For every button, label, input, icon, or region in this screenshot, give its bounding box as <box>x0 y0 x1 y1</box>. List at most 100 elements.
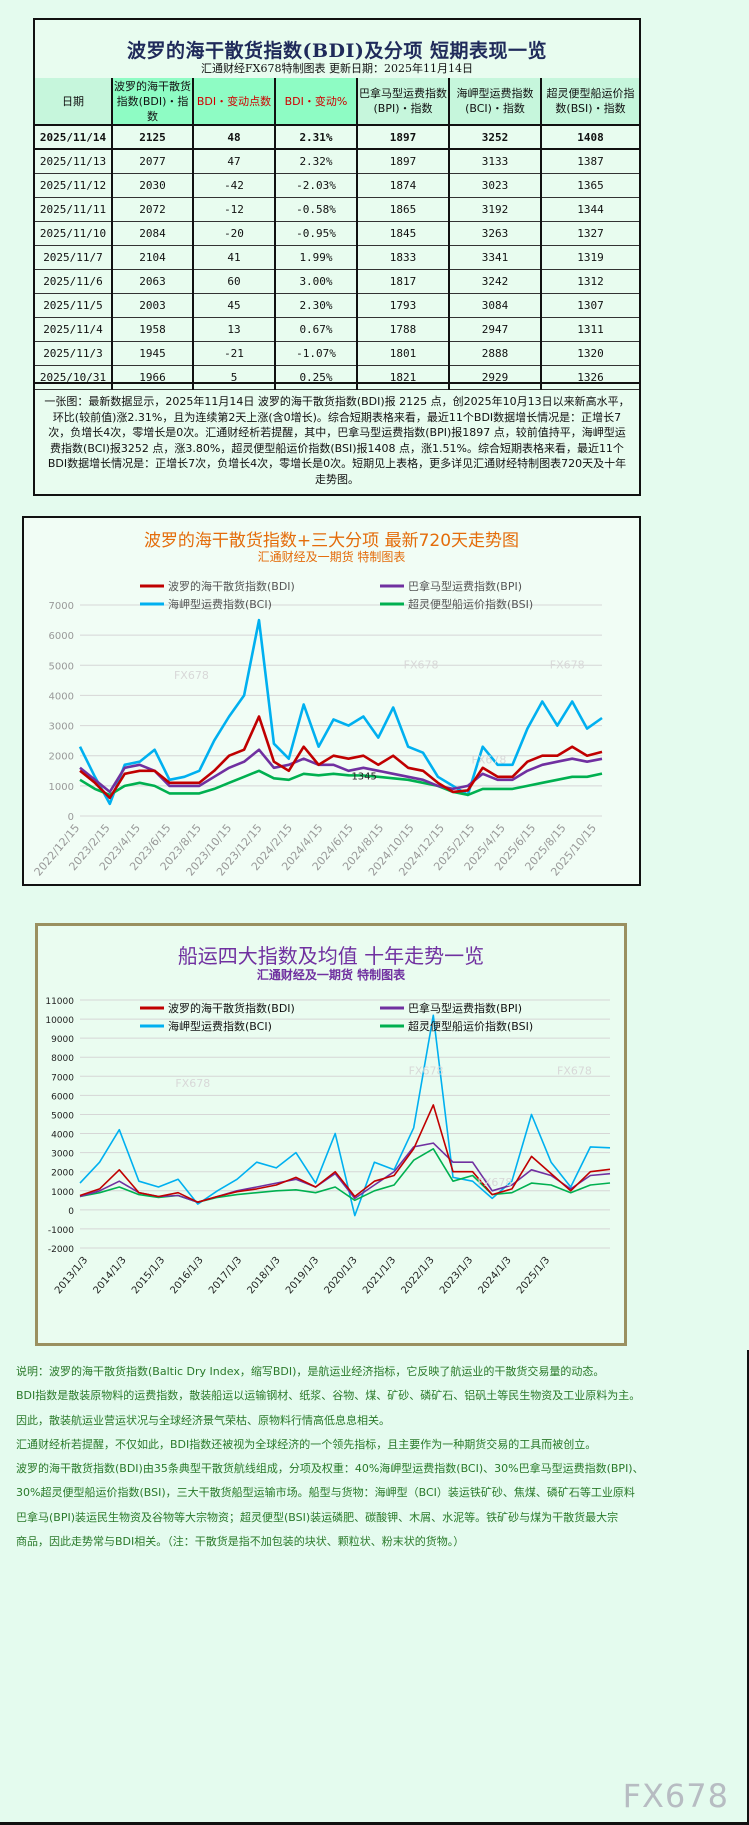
column-header: 巴拿马型运费指数(BPI)・指数 <box>357 78 450 126</box>
table-cell: 2084 <box>112 221 194 246</box>
x-tick-label: 2021/1/3 <box>361 1255 398 1296</box>
table-row: 2025/10/31 1966 5 0.25% 1821 2929 1326 <box>35 365 639 390</box>
table-cell: 1408 <box>541 125 639 150</box>
note-line: 说明：波罗的海干散货指数(Baltic Dry Index，缩写BDI)，是航运… <box>16 1365 605 1378</box>
table-cell: 2104 <box>112 245 194 270</box>
y-tick-label: 0 <box>68 1207 74 1217</box>
table-cell: 2025/11/5 <box>35 293 113 318</box>
legend-label: 超灵便型船运价指数(BSI) <box>408 597 533 611</box>
table-cell: 5 <box>193 365 276 390</box>
column-header: BDI・变动% <box>275 78 358 126</box>
table-cell: 1793 <box>357 293 450 318</box>
series-line-bdi <box>79 715 603 800</box>
fx678-watermark: FX678 <box>550 658 585 671</box>
y-tick-label: 3000 <box>49 722 74 733</box>
legend-label: 波罗的海干散货指数(BDI) <box>168 1001 295 1015</box>
table-cell: 1865 <box>357 197 450 222</box>
chart2-subtitle: 汇通财经及一期货 特制图表 <box>256 968 406 982</box>
table-cell: 1311 <box>541 317 639 342</box>
legend-label: 海岬型运费指数(BCI) <box>168 597 272 611</box>
table-cell: 1326 <box>541 365 639 390</box>
table-cell: 3023 <box>449 173 542 198</box>
fx678-watermark: FX678 <box>174 669 209 682</box>
table-subtitle: 汇通财经FX678特制图表 更新日期：2025年11月14日 <box>201 62 473 75</box>
table-cell: 2025/11/12 <box>35 173 113 198</box>
table-cell: 2.31% <box>275 125 358 150</box>
series-line-bsi <box>79 769 603 797</box>
table-cell: 0.67% <box>275 317 358 342</box>
table-cell: 2.32% <box>275 149 358 174</box>
legend-label: 波罗的海干散货指数(BDI) <box>168 579 295 593</box>
fx678-watermark: FX678 <box>478 1176 513 1189</box>
series-line-bpi <box>79 1142 611 1204</box>
table-cell: -1.07% <box>275 341 358 366</box>
y-tick-label: 6000 <box>51 1092 74 1102</box>
note-line: BDI指数是散装原物料的运费指数，散装船运以运输钢材、纸浆、谷物、煤、矿砂、磷矿… <box>16 1389 641 1403</box>
fx678-watermark: FX678 <box>175 1077 210 1090</box>
table-cell: 1365 <box>541 173 639 198</box>
x-tick-label: 2015/1/3 <box>130 1255 167 1296</box>
series-line-bci <box>78 618 603 806</box>
x-tick-label: 2019/1/3 <box>284 1255 321 1296</box>
table-cell: 2077 <box>112 149 194 174</box>
table-cell: 1897 <box>357 149 450 174</box>
table-row: 2025/11/14 2125 48 2.31% 1897 3252 1408 <box>35 125 639 150</box>
table-row: 2025/11/10 2084 -20 -0.95% 1845 3263 1327 <box>35 221 639 246</box>
table-cell: 1958 <box>112 317 194 342</box>
column-header: 超灵便型船运价指数(BSI)・指数 <box>541 78 639 126</box>
table-row: 2025/11/12 2030 -42 -2.03% 1874 3023 1365 <box>35 173 639 198</box>
y-tick-label: 6000 <box>49 631 74 642</box>
bdi-table: 日期 波罗的海干散货指数(BDI)・指数 BDI・变动点数 BDI・变动% 巴拿马型运费… <box>35 78 639 390</box>
table-cell: 1788 <box>357 317 450 342</box>
y-tick-label: 7000 <box>49 601 74 612</box>
table-cell: 1307 <box>541 293 639 318</box>
table-cell: 2003 <box>112 293 194 318</box>
y-tick-label: 5000 <box>49 661 74 672</box>
table-cell: 3252 <box>449 125 542 150</box>
x-tick-label: 2022/1/3 <box>399 1255 436 1296</box>
table-cell: 1817 <box>357 269 450 294</box>
short-term-table-panel: 波罗的海干散货指数(BDI)及分项 短期表现一览 汇通财经FX678特制图表 更… <box>33 18 641 496</box>
y-tick-label: 2000 <box>51 1169 74 1179</box>
column-header: 日期 <box>35 78 113 126</box>
table-cell: 2025/11/6 <box>35 269 113 294</box>
table-cell: 1874 <box>357 173 450 198</box>
table-cell: 2947 <box>449 317 542 342</box>
table-row: 2025/11/11 2072 -12 -0.58% 1865 3192 1344 <box>35 197 639 222</box>
fx678-watermark: FX678 <box>409 1064 444 1077</box>
y-tick-label: 3000 <box>51 1150 74 1160</box>
chart2-plot: -2000 -1000 0 1000 2000 3000 4000 5000 6000 7000 8… <box>45 997 611 1296</box>
table-cell: 1833 <box>357 245 450 270</box>
table-cell: 1845 <box>357 221 450 246</box>
y-tick-label: 1000 <box>51 1188 74 1198</box>
table-cell: 2063 <box>112 269 194 294</box>
legend-label: 巴拿马型运费指数(BPI) <box>408 1001 522 1015</box>
series-line-bpi <box>79 748 603 794</box>
y-tick-label: 11000 <box>45 997 74 1007</box>
table-cell: -0.58% <box>275 197 358 222</box>
note-line: 因此，散装航运业营运状况与全球经济景气荣枯、原物料行情高低息息相关。 <box>16 1413 390 1427</box>
notes-lines: 说明：波罗的海干散货指数(Baltic Dry Index，缩写BDI)，是航运… <box>16 1360 747 1554</box>
table-cell: -42 <box>193 173 276 198</box>
table-cell: 3133 <box>449 149 542 174</box>
table-cell: 3.00% <box>275 269 358 294</box>
table-row: 2025/11/6 2063 60 3.00% 1817 3242 1312 <box>35 269 639 294</box>
y-tick-label: 5000 <box>51 1111 74 1121</box>
legend-label: 超灵便型船运价指数(BSI) <box>408 1019 533 1033</box>
table-cell: 60 <box>193 269 276 294</box>
column-header: 波罗的海干散货指数(BDI)・指数 <box>112 78 194 126</box>
table-body: 2025/11/14 2125 48 2.31% 1897 3252 1408 2025/11… <box>35 125 639 390</box>
table-cell: 2030 <box>112 173 194 198</box>
chart-720-days: 波罗的海干散货指数+三大分项 最新720天走势图 汇通财经及一期货 特制图表 0… <box>22 516 641 886</box>
table-cell: 1821 <box>357 365 450 390</box>
table-cell: 0.25% <box>275 365 358 390</box>
table-title: 波罗的海干散货指数(BDI)及分项 短期表现一览 <box>126 40 548 62</box>
table-cell: 47 <box>193 149 276 174</box>
chart-ten-years: 船运四大指数及均值 十年走势一览 汇通财经及一期货 特制图表 -2000 -100… <box>35 923 627 1346</box>
x-tick-label: 2025/1/3 <box>515 1255 552 1296</box>
x-tick-label: 2016/1/3 <box>168 1255 205 1296</box>
table-cell: 2.30% <box>275 293 358 318</box>
x-tick-label: 2018/1/3 <box>245 1255 282 1296</box>
table-cell: 2025/11/10 <box>35 221 113 246</box>
table-cell: 1966 <box>112 365 194 390</box>
